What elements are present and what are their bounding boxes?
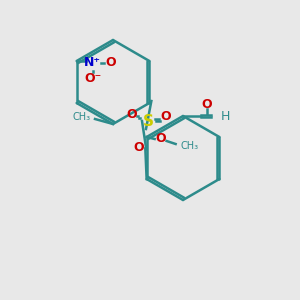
Text: H: H (221, 110, 230, 122)
Text: CH₃: CH₃ (181, 141, 199, 151)
Text: N⁺: N⁺ (84, 56, 101, 70)
Text: O: O (155, 133, 166, 146)
Text: O: O (127, 107, 137, 121)
Text: O⁻: O⁻ (84, 73, 101, 85)
Text: O: O (202, 98, 212, 110)
Text: CH₃: CH₃ (73, 112, 91, 122)
Text: S: S (142, 115, 154, 130)
Text: O: O (133, 141, 144, 154)
Text: O: O (161, 110, 171, 124)
Text: O: O (105, 56, 116, 70)
